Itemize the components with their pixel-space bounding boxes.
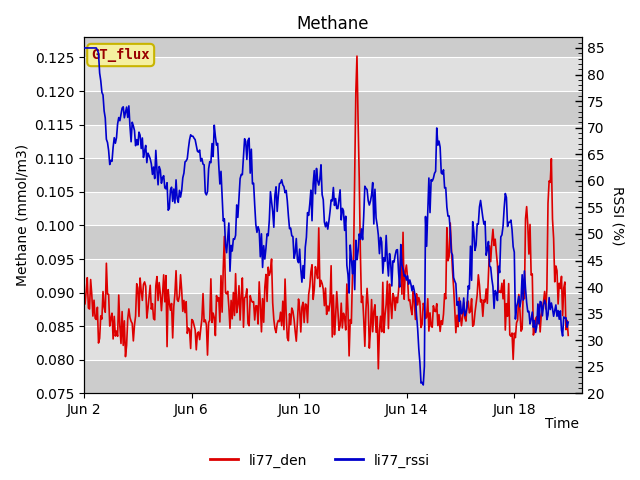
Bar [84, 259, 582, 293]
Bar [84, 91, 582, 125]
Bar [84, 58, 582, 91]
Bar [84, 125, 582, 158]
X-axis label: Time: Time [545, 417, 579, 431]
Bar [84, 192, 582, 226]
Bar [84, 226, 582, 259]
Text: GT_flux: GT_flux [92, 48, 150, 62]
Title: Methane: Methane [296, 15, 369, 33]
Bar [84, 360, 582, 394]
Bar [84, 326, 582, 360]
Legend: li77_den, li77_rssi: li77_den, li77_rssi [204, 448, 436, 473]
Bar [84, 293, 582, 326]
Y-axis label: RSSI (%): RSSI (%) [611, 186, 625, 245]
Bar [84, 158, 582, 192]
Y-axis label: Methane (mmol/m3): Methane (mmol/m3) [15, 144, 29, 287]
